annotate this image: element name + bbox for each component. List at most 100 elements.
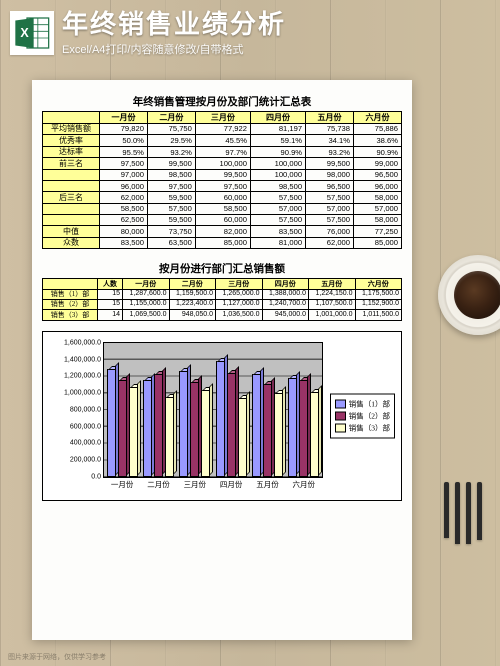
- table1-cell: 58,000: [354, 192, 402, 204]
- table2-cell: 1,388,000.0: [262, 289, 309, 299]
- table1-col-header: 六月份: [354, 112, 402, 124]
- table1-cell: 81,197: [250, 123, 305, 135]
- table1-col-header: 三月份: [195, 112, 250, 124]
- table1-row-label: 后三名: [43, 192, 100, 204]
- chart-plot-area: 一月份二月份三月份四月份五月份六月份 0.0200,000.0400,000.0…: [103, 342, 323, 478]
- legend-item: 销售（3）部: [335, 422, 390, 433]
- chart-ytick: 1,400,000.0: [64, 356, 101, 363]
- legend-label: 销售（2）部: [349, 410, 390, 421]
- excel-icon: X: [10, 11, 54, 55]
- table1-cell: 77,922: [195, 123, 250, 135]
- table1-cell: 99,000: [354, 158, 402, 170]
- table1-row-label: 中值: [43, 226, 100, 238]
- table1-cell: 98,500: [250, 181, 305, 192]
- table1-cell: 95.5%: [100, 146, 148, 158]
- summary-table: 一月份二月份三月份四月份五月份六月份 平均销售额79,82075,75077,9…: [42, 111, 402, 249]
- table2-col-header: 三月份: [216, 279, 263, 289]
- table1-cell: 50.0%: [100, 135, 148, 147]
- sales-bar-chart: 一月份二月份三月份四月份五月份六月份 0.0200,000.0400,000.0…: [42, 331, 402, 501]
- table1-cell: 58,000: [354, 214, 402, 225]
- chart-ytick: 800,000.0: [70, 406, 101, 413]
- table1-cell: 100,000: [195, 158, 250, 170]
- table2-col-header: 二月份: [169, 279, 216, 289]
- svg-text:X: X: [20, 26, 29, 40]
- table1-title: 年终销售管理按月份及部门统计汇总表: [42, 94, 402, 109]
- table2-cell: 1,036,500.0: [216, 310, 263, 320]
- chart-bar: [154, 374, 163, 476]
- table2-cell: 1,152,900.0: [355, 299, 402, 309]
- main-title: 年终销售业绩分析: [62, 10, 286, 39]
- table1-cell: 57,500: [250, 214, 305, 225]
- table1-cell: 97,500: [195, 181, 250, 192]
- table2-cell: 1,155,000.0: [123, 299, 170, 309]
- table1-cell: 57,500: [250, 192, 305, 204]
- table2-col-header: 人数: [98, 279, 123, 289]
- table1-cell: 80,000: [100, 226, 148, 238]
- chart-bar: [165, 397, 174, 476]
- table1-row-label: 优秀率: [43, 135, 100, 147]
- table1-cell: 59,500: [147, 192, 195, 204]
- legend-swatch: [335, 399, 346, 408]
- chart-bar-group: 六月份: [286, 343, 322, 477]
- table2-cell: 1,224,150.0: [309, 289, 356, 299]
- chart-xlabel: 二月份: [140, 479, 176, 490]
- table2-cell: 948,050.0: [169, 310, 216, 320]
- chart-bar: [238, 398, 247, 477]
- table1-cell: 83,500: [250, 226, 305, 238]
- banner: X 年终销售业绩分析 Excel/A4打印/内容随意修改/自带格式: [10, 10, 490, 57]
- table2-col-header: 一月份: [123, 279, 170, 289]
- table1-cell: 57,500: [306, 214, 354, 225]
- chart-legend: 销售（1）部销售（2）部销售（3）部: [330, 393, 395, 438]
- table1-cell: 93.2%: [147, 146, 195, 158]
- table1-cell: 60,000: [195, 214, 250, 225]
- table2-cell: 1,223,400.0: [169, 299, 216, 309]
- table1-cell: 57,000: [354, 203, 402, 214]
- table1-cell: 100,000: [250, 169, 305, 180]
- table2-cell: 1,011,500.0: [355, 310, 402, 320]
- table1-cell: 59,500: [147, 214, 195, 225]
- table2-title: 按月份进行部门汇总销售额: [42, 261, 402, 276]
- chart-bar: [263, 384, 272, 477]
- table1-row-label: 达标率: [43, 146, 100, 158]
- chart-bar: [143, 380, 152, 477]
- legend-label: 销售（1）部: [349, 398, 390, 409]
- table1-col-header: 四月份: [250, 112, 305, 124]
- table1-col-header: 二月份: [147, 112, 195, 124]
- table1-cell: 100,000: [250, 158, 305, 170]
- table2-cell: 1,159,500.0: [169, 289, 216, 299]
- pencils-decoration: [444, 482, 482, 544]
- chart-xlabel: 六月份: [286, 479, 322, 490]
- chart-ytick: 400,000.0: [70, 440, 101, 447]
- table1-cell: 96,000: [100, 181, 148, 192]
- table1-cell: 58,500: [100, 203, 148, 214]
- document-paper: 年终销售管理按月份及部门统计汇总表 一月份二月份三月份四月份五月份六月份 平均销…: [32, 80, 412, 640]
- department-table: 人数一月份二月份三月份四月份五月份六月份 销售（1）部151,287,600.0…: [42, 278, 402, 321]
- table1-cell: 99,500: [147, 158, 195, 170]
- table2-row-label: 销售（3）部: [43, 310, 98, 320]
- chart-ytick: 600,000.0: [70, 423, 101, 430]
- chart-bar: [201, 390, 210, 477]
- table1-cell: 62,000: [306, 237, 354, 249]
- chart-bar-group: 三月份: [177, 343, 213, 477]
- title-block: 年终销售业绩分析 Excel/A4打印/内容随意修改/自带格式: [62, 10, 286, 57]
- table1-cell: 83,500: [100, 237, 148, 249]
- table2-cell: 1,127,000.0: [216, 299, 263, 309]
- legend-item: 销售（2）部: [335, 410, 390, 421]
- table1-row-label: 众数: [43, 237, 100, 249]
- table1-cell: 45.5%: [195, 135, 250, 147]
- table1-cell: 58,500: [195, 203, 250, 214]
- table1-cell: 82,000: [195, 226, 250, 238]
- table1-row-label: [43, 214, 100, 225]
- table1-cell: 96,500: [354, 169, 402, 180]
- table1-cell: 98,500: [147, 169, 195, 180]
- chart-bar: [107, 369, 116, 477]
- chart-xlabel: 五月份: [249, 479, 285, 490]
- chart-bar: [274, 393, 283, 477]
- table2-cell: 1,107,500.0: [309, 299, 356, 309]
- table1-cell: 62,000: [100, 192, 148, 204]
- chart-bar: [216, 361, 225, 477]
- chart-bar: [129, 387, 138, 477]
- chart-ytick: 0.0: [91, 473, 101, 480]
- chart-bar: [179, 371, 188, 477]
- table1-cell: 85,000: [195, 237, 250, 249]
